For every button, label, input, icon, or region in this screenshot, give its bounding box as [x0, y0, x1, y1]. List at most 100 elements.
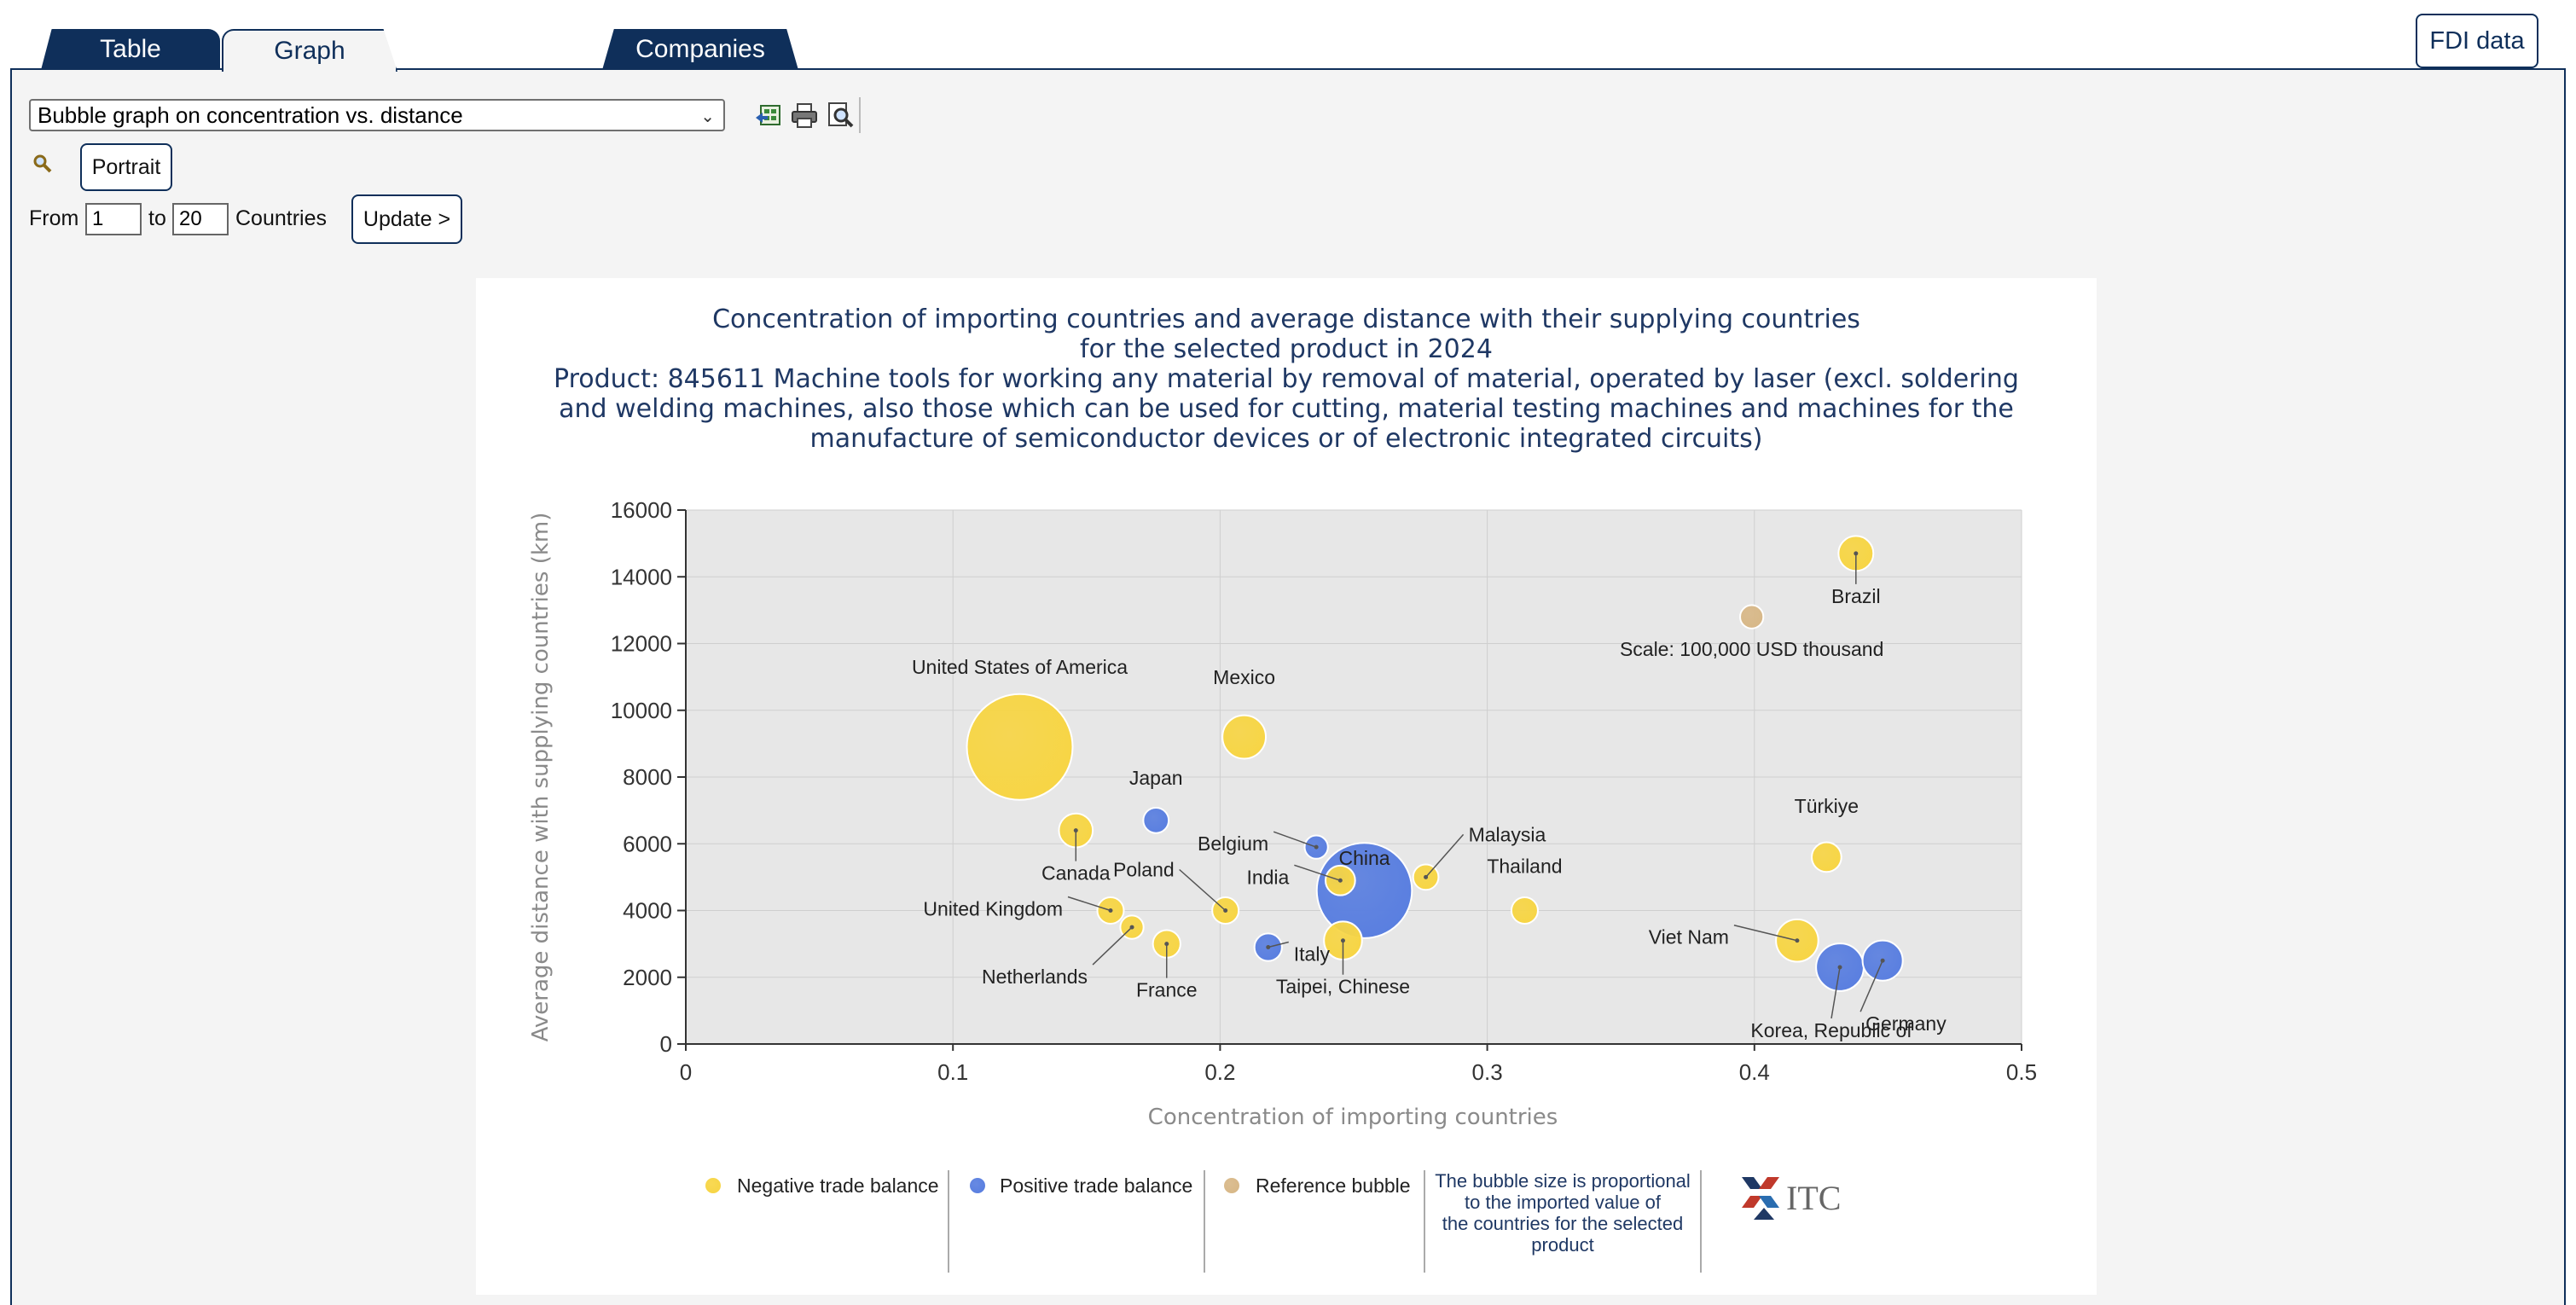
x-tick-label: 0.3 [1472, 1059, 1503, 1085]
data-label: United States of America [912, 656, 1128, 678]
y-tick-label: 6000 [623, 831, 672, 856]
data-label: Italy [1294, 943, 1331, 966]
data-label: Canada [1041, 862, 1111, 884]
graph-type-select[interactable]: Bubble graph on concentration vs. distan… [29, 99, 725, 131]
chart-title-line: for the selected product in 2024 [1080, 334, 1493, 364]
itc-logo-icon [1742, 1177, 1779, 1220]
export-excel-icon[interactable] [754, 101, 783, 130]
leader-dot [1795, 938, 1800, 943]
y-axis-label: Average distance with supplying countrie… [528, 513, 554, 1042]
y-tick-label: 10000 [611, 698, 672, 723]
data-label: Mexico [1213, 666, 1275, 688]
data-label: Brazil [1831, 585, 1881, 607]
leader-dot [1340, 938, 1345, 943]
leader-line [1294, 864, 1341, 881]
chevron-down-icon: ⌄ [700, 107, 715, 126]
data-label: Korea, Republic of [1750, 1019, 1912, 1041]
data-label: Taipei, Chinese [1276, 976, 1410, 998]
bubble-positive [1142, 806, 1170, 834]
legend-note-line: to the imported value of [1465, 1192, 1662, 1213]
leader-dot [1108, 908, 1113, 913]
leader-dot [1266, 945, 1271, 950]
legend-note-line: the countries for the selected [1442, 1213, 1684, 1234]
reference-bubble-label: Scale: 100,000 USD thousand [1620, 638, 1883, 660]
leader-line [1273, 831, 1317, 848]
itc-logo-mark [1759, 1177, 1779, 1189]
leader-line [1830, 966, 1841, 1019]
legend-note-line: product [1531, 1234, 1593, 1256]
legend-marker-positive [970, 1178, 985, 1193]
data-label: Belgium [1198, 832, 1268, 855]
itc-logo-mark [1742, 1177, 1762, 1189]
leader-dot [1880, 958, 1885, 963]
legend-positive-label: Positive trade balance [1000, 1174, 1192, 1197]
data-label: United Kingdom [923, 898, 1063, 920]
tab-graph[interactable]: Graph [222, 29, 397, 72]
toolbar-divider [859, 97, 861, 133]
to-input[interactable]: 20 [172, 203, 229, 235]
data-label: Netherlands [982, 966, 1088, 988]
data-label: Türkiye [1795, 795, 1859, 817]
data-label: Malaysia [1469, 823, 1546, 845]
y-tick-label: 2000 [623, 965, 672, 990]
x-tick-label: 0.2 [1204, 1059, 1235, 1085]
legend-marker-negative [705, 1178, 721, 1193]
to-label: to [148, 206, 166, 230]
bubble-reference [1739, 604, 1765, 629]
tab-table[interactable]: Table [41, 29, 220, 70]
y-tick-label: 12000 [611, 631, 672, 657]
leader-dot [1129, 925, 1134, 930]
x-tick-label: 0.4 [1739, 1059, 1770, 1085]
leader-line [1733, 924, 1798, 942]
preview-icon[interactable] [826, 101, 855, 130]
data-label: Thailand [1487, 856, 1562, 878]
chart-title-line: Concentration of importing countries and… [712, 304, 1860, 334]
bubble-negative [1221, 714, 1268, 760]
bubble-negative [1811, 841, 1842, 873]
leader-dot [1424, 874, 1429, 879]
zoom-icon[interactable] [32, 154, 53, 174]
y-tick-label: 0 [660, 1031, 672, 1057]
y-tick-label: 14000 [611, 564, 672, 589]
from-input[interactable]: 1 [85, 203, 142, 235]
print-icon[interactable] [790, 101, 819, 130]
itc-logo-mark [1742, 1196, 1762, 1208]
x-tick-label: 0 [680, 1059, 692, 1085]
leader-dot [1073, 828, 1078, 833]
portrait-button[interactable]: Portrait [80, 143, 172, 191]
countries-label: Countries [235, 206, 327, 230]
leader-line [1067, 896, 1111, 912]
x-tick-label: 0.1 [937, 1059, 968, 1085]
legend-marker-reference [1224, 1178, 1239, 1193]
leader-dot [1854, 551, 1859, 556]
data-label: Germany [1865, 1012, 1947, 1035]
from-label: From [29, 206, 79, 230]
itc-logo-mark [1754, 1208, 1774, 1220]
bubble-chart: Concentration of importing countries and… [528, 304, 2037, 1273]
update-button[interactable]: Update > [351, 194, 462, 244]
bubble-negative [1510, 896, 1539, 925]
leader-line [1268, 941, 1289, 948]
leader-line [1092, 926, 1133, 966]
leader-dot [1337, 878, 1343, 883]
y-tick-label: 4000 [623, 898, 672, 924]
itc-logo-text: ITC [1786, 1179, 1841, 1217]
legend-negative-label: Negative trade balance [737, 1174, 939, 1197]
legend-note-line: The bubble size is proportional [1435, 1170, 1691, 1192]
itc-logo-mark [1759, 1196, 1779, 1208]
chart-title-line: and welding machines, also those which c… [559, 394, 2014, 424]
leader-dot [1164, 942, 1169, 947]
fdi-data-button[interactable]: FDI data [2416, 14, 2538, 68]
x-tick-label: 0.5 [2006, 1059, 2037, 1085]
legend-reference-label: Reference bubble [1256, 1174, 1411, 1197]
graph-type-selected-label: Bubble graph on concentration vs. distan… [38, 102, 463, 128]
chart-title-line: manufacture of semiconductor devices or … [810, 424, 1763, 454]
x-axis-label: Concentration of importing countries [1148, 1105, 1558, 1130]
leader-line [1425, 833, 1465, 878]
data-label: Viet Nam [1649, 926, 1729, 948]
y-tick-label: 8000 [623, 764, 672, 790]
leader-line [1179, 868, 1227, 912]
tab-companies[interactable]: Companies [602, 29, 798, 70]
leader-dot [1223, 908, 1228, 913]
data-label: China [1338, 847, 1390, 869]
